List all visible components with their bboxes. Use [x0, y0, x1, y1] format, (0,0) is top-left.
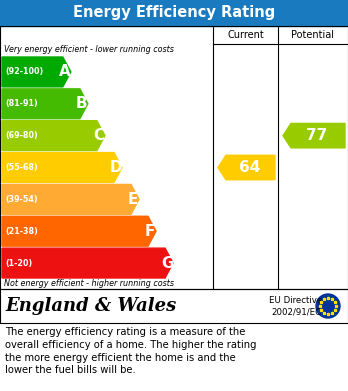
Bar [0, 289, 348, 323]
Text: England & Wales: England & Wales [5, 297, 176, 315]
Polygon shape [283, 124, 345, 148]
Text: Current: Current [227, 30, 264, 40]
Bar [0, 289, 348, 323]
Text: (1-20): (1-20) [5, 258, 32, 267]
Polygon shape [2, 121, 105, 151]
Polygon shape [2, 152, 122, 183]
Text: A: A [59, 65, 71, 79]
Polygon shape [2, 89, 88, 119]
Text: (39-54): (39-54) [5, 195, 38, 204]
Text: (92-100): (92-100) [5, 67, 43, 76]
Text: Potential: Potential [292, 30, 334, 40]
Text: D: D [110, 160, 122, 175]
Polygon shape [2, 248, 173, 278]
Bar [0, 0, 348, 26]
Circle shape [316, 294, 340, 318]
Polygon shape [2, 185, 139, 214]
Text: Very energy efficient - lower running costs: Very energy efficient - lower running co… [4, 45, 174, 54]
Text: 2002/91/EC: 2002/91/EC [271, 308, 321, 317]
Text: 77: 77 [306, 128, 327, 143]
Text: G: G [161, 256, 173, 271]
Text: Not energy efficient - higher running costs: Not energy efficient - higher running co… [4, 279, 174, 288]
Text: E: E [128, 192, 138, 207]
Bar [0, 26, 348, 289]
Polygon shape [2, 57, 71, 87]
Text: (55-68): (55-68) [5, 163, 38, 172]
Text: C: C [93, 128, 104, 143]
Text: The energy efficiency rating is a measure of the
overall efficiency of a home. T: The energy efficiency rating is a measur… [5, 327, 256, 375]
Text: (69-80): (69-80) [5, 131, 38, 140]
Text: B: B [76, 96, 88, 111]
Text: (21-38): (21-38) [5, 227, 38, 236]
Text: Energy Efficiency Rating: Energy Efficiency Rating [73, 5, 275, 20]
Text: 64: 64 [239, 160, 260, 175]
Polygon shape [218, 155, 275, 180]
Text: (81-91): (81-91) [5, 99, 38, 108]
Text: F: F [145, 224, 155, 239]
Text: EU Directive: EU Directive [269, 296, 323, 305]
Polygon shape [2, 216, 156, 246]
